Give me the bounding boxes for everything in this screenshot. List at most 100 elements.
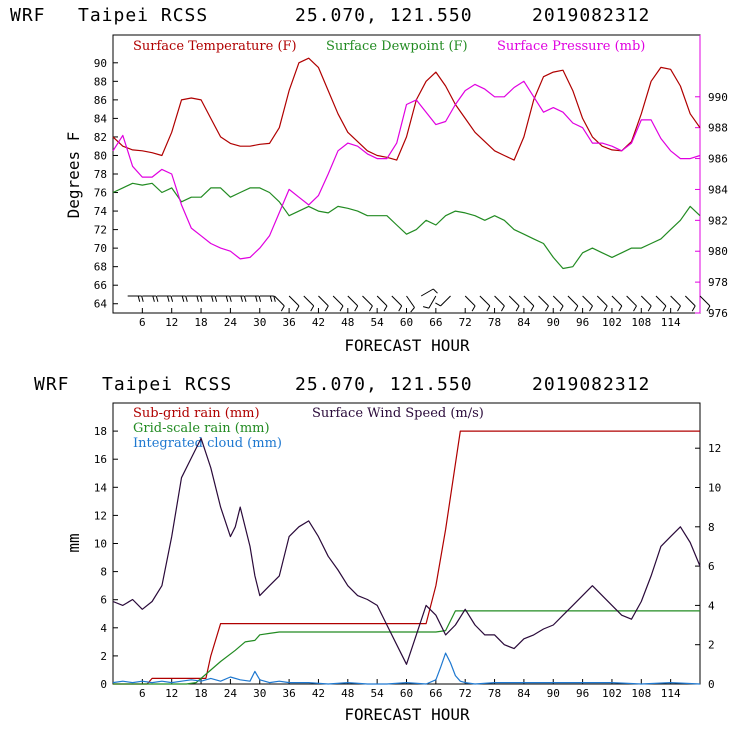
wind-barb-flag xyxy=(383,305,388,312)
wind-barb-staff xyxy=(684,295,696,307)
wind-barb-flag xyxy=(167,295,170,302)
top-y-right-tick-label: 988 xyxy=(708,122,728,135)
wind-barb xyxy=(422,295,437,309)
bot-y-tick-label: 14 xyxy=(94,481,108,494)
top-x-ticks: 6 12 18 24 30 36 42 48 54 60 66 72 78 84 90 96 102 108 114 xyxy=(139,308,681,329)
wind-barb-flag xyxy=(225,295,229,302)
top-y-ticks-right: 976 978 980 982 984 986 988 990 xyxy=(695,91,728,320)
wind-barb-flag xyxy=(432,288,438,294)
wind-barb xyxy=(186,295,203,302)
wind-barb-flag xyxy=(435,302,441,307)
bot-y-right-tick-label: 10 xyxy=(708,481,721,494)
wind-barb xyxy=(464,295,476,312)
wind-barb-staff xyxy=(376,295,388,307)
wind-barb-flag xyxy=(170,295,174,302)
wind-barb xyxy=(127,295,144,302)
bot-y-tick-label: 16 xyxy=(94,453,107,466)
wind-barb xyxy=(201,295,218,302)
wind-barb xyxy=(508,295,520,312)
bot-x-tick-label: 30 xyxy=(253,687,266,700)
wind-barb-flag xyxy=(181,295,185,302)
bot-x-tick-label: 96 xyxy=(576,687,589,700)
wind-barb-staff xyxy=(391,295,403,307)
bottom-series-group xyxy=(112,430,701,685)
top-y-ticks: 64 66 68 70 72 74 76 78 80 82 84 86 88 90 xyxy=(94,57,118,311)
top-x-tick-label: 24 xyxy=(224,316,238,329)
top-x-tick-label: 84 xyxy=(517,316,531,329)
top-chart-header: WRF Taipei RCSS 25.070, 121.550 20190823… xyxy=(10,5,650,26)
wind-barb-flag xyxy=(691,305,696,312)
top-x-tick-label: 54 xyxy=(371,316,385,329)
wind-barb-flag xyxy=(214,295,218,302)
wind-barb-flag xyxy=(280,305,285,312)
top-x-tick-label: 42 xyxy=(312,316,325,329)
wind-barb-flag xyxy=(240,295,243,302)
legend-surface-pressure: Surface Pressure (mb) xyxy=(497,39,645,54)
wind-barb xyxy=(215,295,232,302)
wind-barb-flag xyxy=(410,307,415,313)
wind-barb-staff xyxy=(508,295,520,307)
wind-barb xyxy=(362,295,373,312)
bot-y-tick-label: 0 xyxy=(100,678,107,691)
wind-barb-flag xyxy=(486,305,491,312)
top-y-tick-label: 72 xyxy=(94,224,107,237)
bottom-chart: WRF Taipei RCSS 25.070, 121.550 20190823… xyxy=(34,374,721,724)
wind-barb xyxy=(157,295,174,302)
top-y-tick-label: 84 xyxy=(94,112,108,125)
bot-y-right-tick-label: 2 xyxy=(708,639,715,652)
top-x-tick-label: 96 xyxy=(576,316,589,329)
bottom-chart-legend: Sub-grid rain (mm) Grid-scale rain (mm) … xyxy=(133,406,484,451)
wind-barb-staff xyxy=(626,295,637,307)
wind-barb xyxy=(376,295,388,312)
wind-barb-staff xyxy=(699,295,711,307)
wind-barb xyxy=(523,295,535,312)
bottom-header-coords: 25.070, 121.550 xyxy=(295,374,473,395)
bot-series-sub-grid-rain xyxy=(113,430,700,685)
bot-y-right-tick-label: 4 xyxy=(708,599,715,612)
wind-barb-flag xyxy=(255,295,258,302)
top-x-tick-label: 36 xyxy=(282,316,295,329)
wind-barb-flag xyxy=(647,305,652,312)
wind-barb-flag xyxy=(633,305,637,312)
top-y-tick-label: 70 xyxy=(94,242,107,255)
top-x-tick-label: 30 xyxy=(253,316,266,329)
top-y-tick-label: 80 xyxy=(94,149,107,162)
legend-gridscale-rain: Grid-scale rain (mm) xyxy=(133,421,270,436)
legend-surface-wind-speed: Surface Wind Speed (m/s) xyxy=(312,406,484,421)
wind-barb-flag xyxy=(706,305,711,312)
wind-barb xyxy=(596,295,608,312)
bot-x-tick-label: 48 xyxy=(341,687,354,700)
bot-y-right-tick-label: 6 xyxy=(708,560,715,573)
wind-barb-flag xyxy=(677,305,681,312)
top-header-init: 2019082312 xyxy=(532,5,650,26)
wind-barb-flag xyxy=(243,295,247,302)
top-y-tick-label: 86 xyxy=(94,94,107,107)
bot-x-tick-label: 18 xyxy=(194,687,207,700)
bot-y-tick-label: 6 xyxy=(100,594,107,607)
bot-x-tick-label: 54 xyxy=(371,687,385,700)
top-y-right-tick-label: 984 xyxy=(708,183,728,196)
top-y-tick-label: 90 xyxy=(94,57,107,70)
bot-y-tick-label: 2 xyxy=(100,650,107,663)
wind-barb xyxy=(332,295,344,312)
bot-series-integrated-cloud xyxy=(112,652,701,685)
wind-barbs xyxy=(127,288,711,313)
bot-x-tick-label: 78 xyxy=(488,687,501,700)
top-x-tick-label: 18 xyxy=(194,316,207,329)
wind-barb-flag xyxy=(269,295,273,302)
wind-barb xyxy=(303,295,315,312)
wind-barb-flag xyxy=(603,305,608,312)
wind-barb-staff xyxy=(494,295,505,307)
top-y-right-tick-label: 978 xyxy=(708,276,728,289)
bot-x-tick-label: 6 xyxy=(139,687,146,700)
bot-y-tick-label: 10 xyxy=(94,538,107,551)
bot-x-tick-label: 66 xyxy=(429,687,442,700)
legend-surface-dewpoint: Surface Dewpoint (F) xyxy=(326,39,468,54)
wind-barb xyxy=(406,295,415,313)
wind-barb-staff xyxy=(464,295,476,307)
wind-barb-staff xyxy=(655,295,667,307)
wind-barb xyxy=(347,295,359,312)
wind-barb-flag xyxy=(137,295,141,302)
wind-barb-staff xyxy=(440,295,451,307)
wind-barb-staff xyxy=(420,288,434,297)
